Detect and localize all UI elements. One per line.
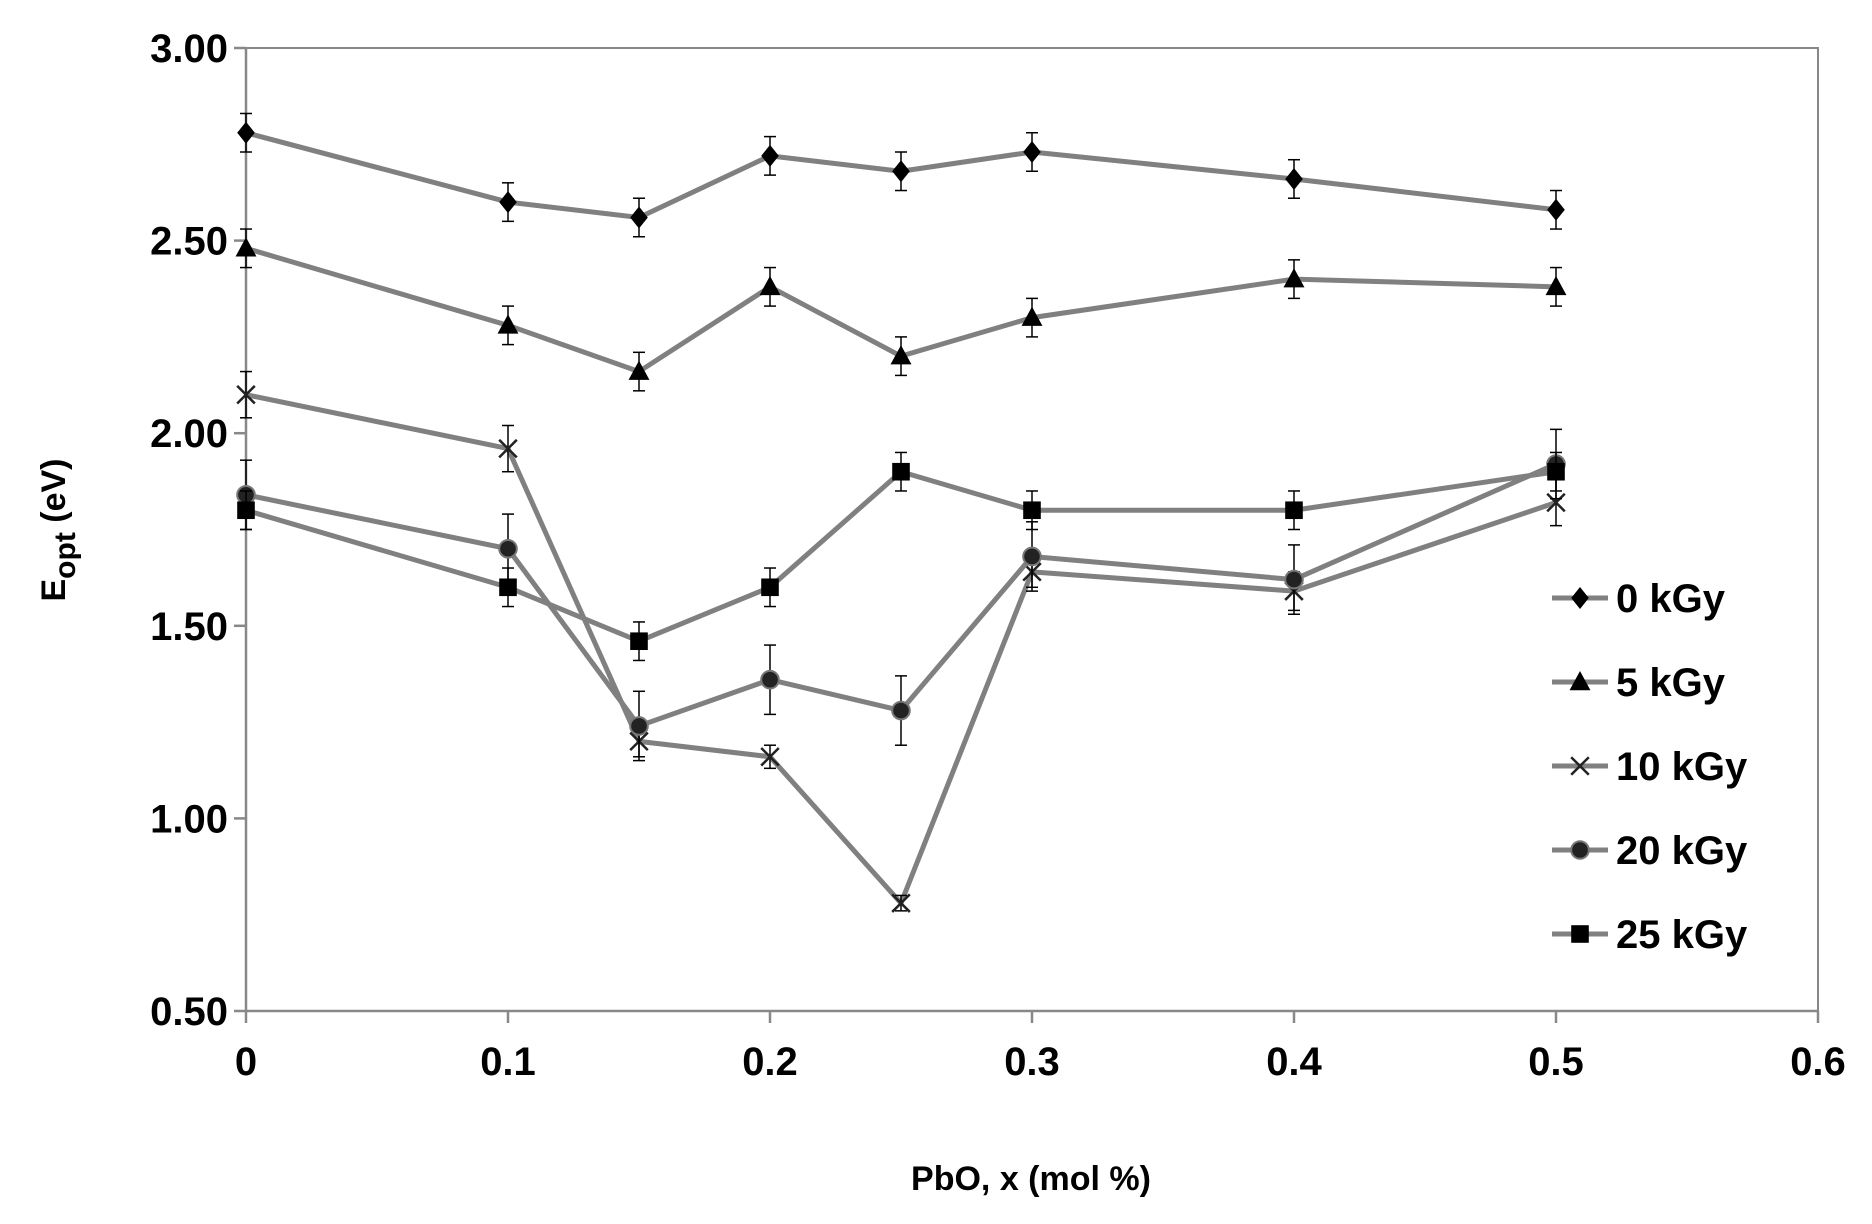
series-25-kgy <box>237 451 1565 662</box>
y-axis-title-subscript: opt <box>49 532 82 579</box>
marker-stroke <box>236 384 256 405</box>
data-point <box>892 160 910 183</box>
data-point <box>497 314 519 334</box>
legend-label: 25 kGy <box>1616 913 1748 957</box>
data-point <box>890 345 912 365</box>
marker-stroke <box>760 747 780 767</box>
series-line <box>245 130 1557 220</box>
data-point <box>1546 492 1566 513</box>
x-tick-label: 0.3 <box>1004 1040 1060 1084</box>
x-tick-label: 0 <box>235 1040 257 1084</box>
legend-label: 0 kGy <box>1616 577 1726 621</box>
data-point <box>1547 198 1565 221</box>
y-tick-label: 2.00 <box>150 412 228 456</box>
series-line <box>245 392 1557 906</box>
y-axis-title-suffix: (eV) <box>35 458 73 532</box>
data-point <box>1283 268 1305 288</box>
data-point <box>761 144 779 167</box>
data-point <box>1285 167 1303 190</box>
data-point <box>1022 546 1042 567</box>
plot-series <box>235 112 1567 913</box>
data-point <box>760 747 780 767</box>
series-line <box>245 245 1557 375</box>
y-axis-title: Eopt (eV) <box>35 458 82 601</box>
data-point <box>1021 306 1043 326</box>
data-point <box>760 669 780 690</box>
x-tick-label: 0.5 <box>1528 1040 1584 1084</box>
marker-stroke <box>891 893 911 913</box>
data-point <box>761 578 779 597</box>
legend-marker <box>1570 840 1590 860</box>
x-tick-label: 0.6 <box>1790 1040 1846 1084</box>
data-point <box>498 438 518 459</box>
legend-item: 5 kGy <box>1552 661 1726 705</box>
marker-stroke <box>498 438 518 459</box>
data-point <box>759 275 781 296</box>
data-point <box>235 237 257 257</box>
data-point <box>630 206 648 229</box>
y-tick-label: 1.50 <box>150 605 228 649</box>
y-tick-label: 1.00 <box>150 797 228 841</box>
marker-stroke <box>1546 492 1566 513</box>
data-point <box>498 538 518 559</box>
data-point <box>629 716 649 736</box>
legend: 0 kGy 5 kGy 10 kGy 20 kGy 25 kGy <box>1552 577 1748 957</box>
data-point <box>891 700 911 721</box>
x-tick-label: 0.1 <box>480 1040 536 1084</box>
legend-item: 10 kGy <box>1552 745 1748 789</box>
legend-label: 5 kGy <box>1616 661 1726 705</box>
data-point <box>1023 141 1041 164</box>
data-point <box>236 384 256 405</box>
x-axis-title: PbO, x (mol %) <box>911 1160 1151 1198</box>
y-axis-title-main: E <box>35 579 73 602</box>
data-point <box>1023 501 1041 520</box>
data-point <box>1285 501 1303 520</box>
data-point <box>892 462 910 481</box>
legend-label: 20 kGy <box>1616 829 1748 873</box>
series-line <box>245 469 1557 644</box>
marker-stroke <box>1570 756 1590 776</box>
legend-marker <box>1569 671 1591 691</box>
x-tick-label: 0.2 <box>742 1040 798 1084</box>
data-point <box>628 360 650 380</box>
data-point <box>237 121 255 144</box>
legend-item: 0 kGy <box>1552 577 1726 621</box>
data-point <box>1284 569 1304 590</box>
y-tick-label: 2.50 <box>150 220 228 264</box>
legend-marker <box>1571 587 1589 609</box>
data-point <box>237 501 255 520</box>
series-line <box>245 461 1558 729</box>
legend-item: 20 kGy <box>1552 829 1748 873</box>
axes: 0.50 1.00 1.50 2.00 2.50 3.00 0 0.1 0.2 0.3 0.4 0.5… <box>150 27 1846 1084</box>
data-point <box>891 893 911 913</box>
y-tick-label: 3.00 <box>150 27 228 71</box>
legend-marker <box>1571 925 1589 943</box>
series-5-kgy <box>235 228 1567 392</box>
data-point <box>1547 462 1565 481</box>
series-0-kgy <box>237 112 1565 238</box>
data-point <box>630 632 648 651</box>
y-tick-label: 0.50 <box>150 990 228 1034</box>
data-point <box>499 191 517 214</box>
data-point <box>499 578 517 597</box>
x-tick-label: 0.4 <box>1266 1040 1322 1084</box>
legend-item: 25 kGy <box>1552 913 1748 957</box>
data-point <box>1545 275 1567 296</box>
legend-marker <box>1570 756 1590 776</box>
legend-label: 10 kGy <box>1616 745 1748 789</box>
